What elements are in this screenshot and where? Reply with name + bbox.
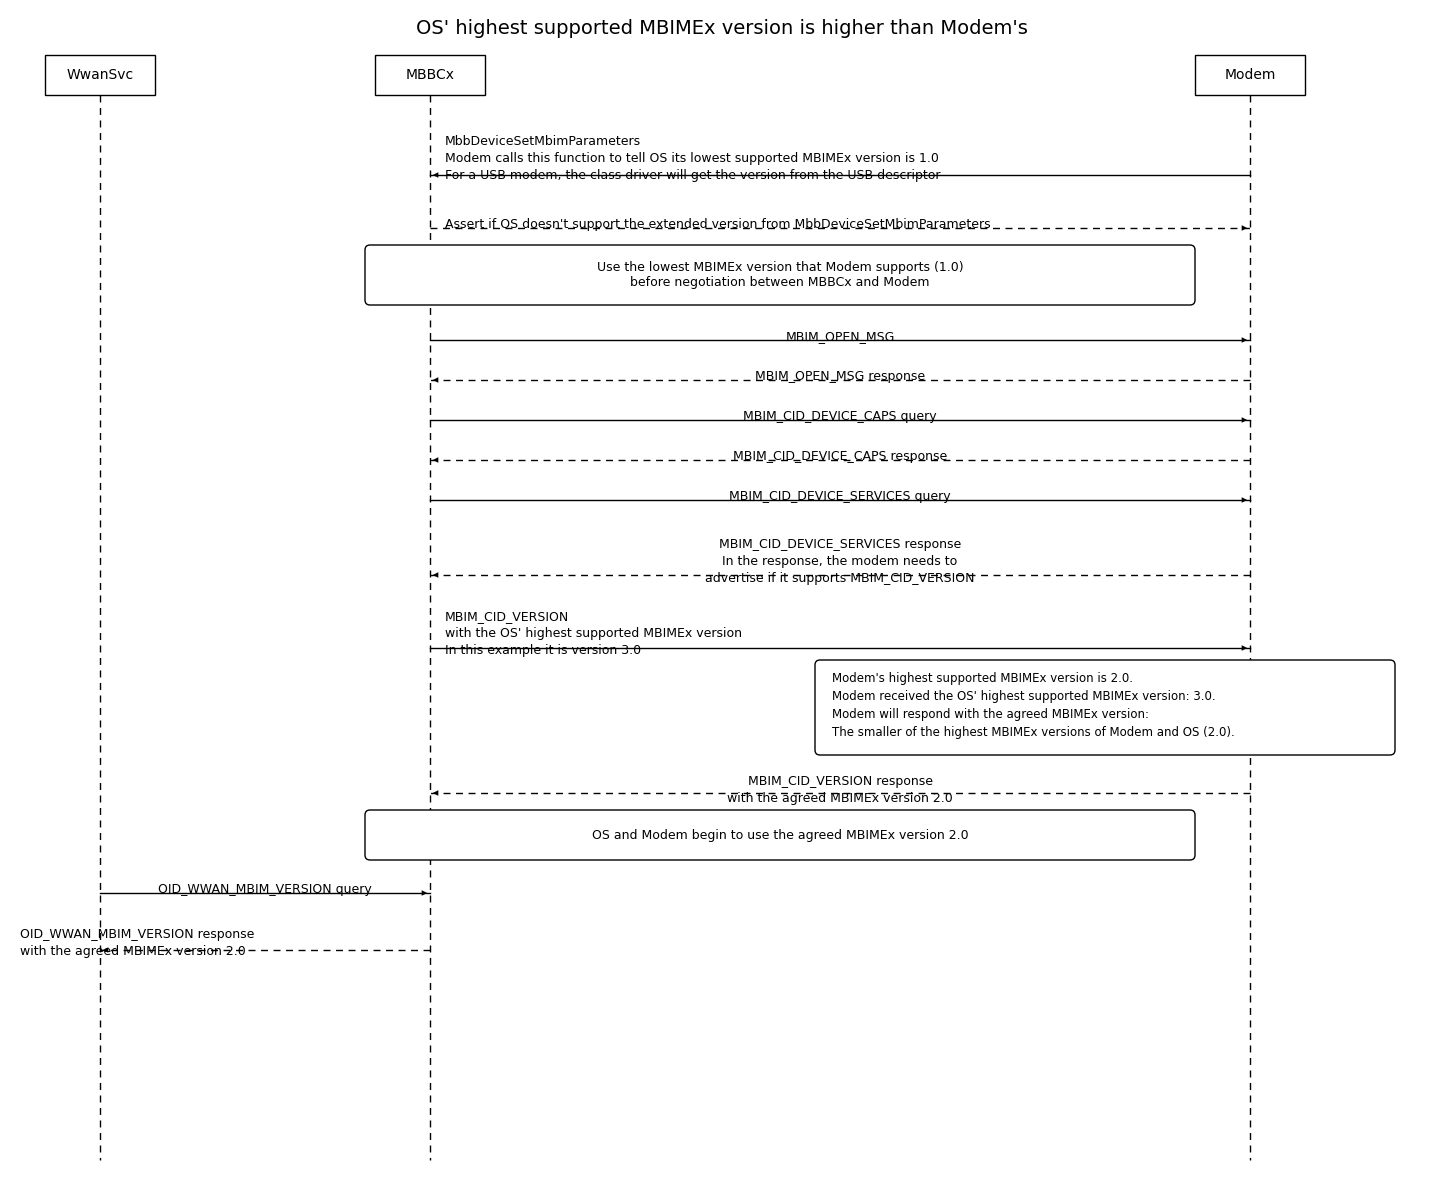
FancyBboxPatch shape [45,55,154,95]
Text: MBIM_CID_DEVICE_SERVICES response
In the response, the modem needs to
advertise : MBIM_CID_DEVICE_SERVICES response In the… [706,538,975,585]
FancyBboxPatch shape [815,660,1395,755]
Text: OS and Modem begin to use the agreed MBIMEx version 2.0: OS and Modem begin to use the agreed MBI… [592,828,968,841]
Text: MBIM_CID_DEVICE_SERVICES query: MBIM_CID_DEVICE_SERVICES query [729,490,951,503]
Text: OID_WWAN_MBIM_VERSION response
with the agreed MBIMEx version 2.0: OID_WWAN_MBIM_VERSION response with the … [20,928,254,958]
Text: WwanSvc: WwanSvc [66,68,134,82]
Text: MBIM_CID_DEVICE_CAPS response: MBIM_CID_DEVICE_CAPS response [733,450,947,463]
FancyBboxPatch shape [365,245,1195,305]
Text: MBBCx: MBBCx [405,68,455,82]
Text: MBIM_CID_VERSION
with the OS' highest supported MBIMEx version
In this example i: MBIM_CID_VERSION with the OS' highest su… [444,610,742,657]
Text: MbbDeviceSetMbimParameters
Modem calls this function to tell OS its lowest suppo: MbbDeviceSetMbimParameters Modem calls t… [444,135,941,183]
Text: OID_WWAN_MBIM_VERSION query: OID_WWAN_MBIM_VERSION query [159,883,372,896]
Text: OS' highest supported MBIMEx version is higher than Modem's: OS' highest supported MBIMEx version is … [416,19,1027,37]
FancyBboxPatch shape [375,55,485,95]
Text: MBIM_OPEN_MSG response: MBIM_OPEN_MSG response [755,370,925,383]
Text: Assert if OS doesn't support the extended version from MbbDeviceSetMbimParameter: Assert if OS doesn't support the extende… [444,218,991,231]
Text: MBIM_CID_DEVICE_CAPS query: MBIM_CID_DEVICE_CAPS query [743,410,937,424]
FancyBboxPatch shape [365,810,1195,860]
Text: Modem: Modem [1224,68,1276,82]
Text: MBIM_OPEN_MSG: MBIM_OPEN_MSG [785,330,895,344]
Text: Modem's highest supported MBIMEx version is 2.0.
Modem received the OS' highest : Modem's highest supported MBIMEx version… [833,672,1235,738]
FancyBboxPatch shape [1195,55,1304,95]
Text: Use the lowest MBIMEx version that Modem supports (1.0)
before negotiation betwe: Use the lowest MBIMEx version that Modem… [597,261,964,289]
Text: MBIM_CID_VERSION response
with the agreed MBIMEx version 2.0: MBIM_CID_VERSION response with the agree… [727,775,952,805]
